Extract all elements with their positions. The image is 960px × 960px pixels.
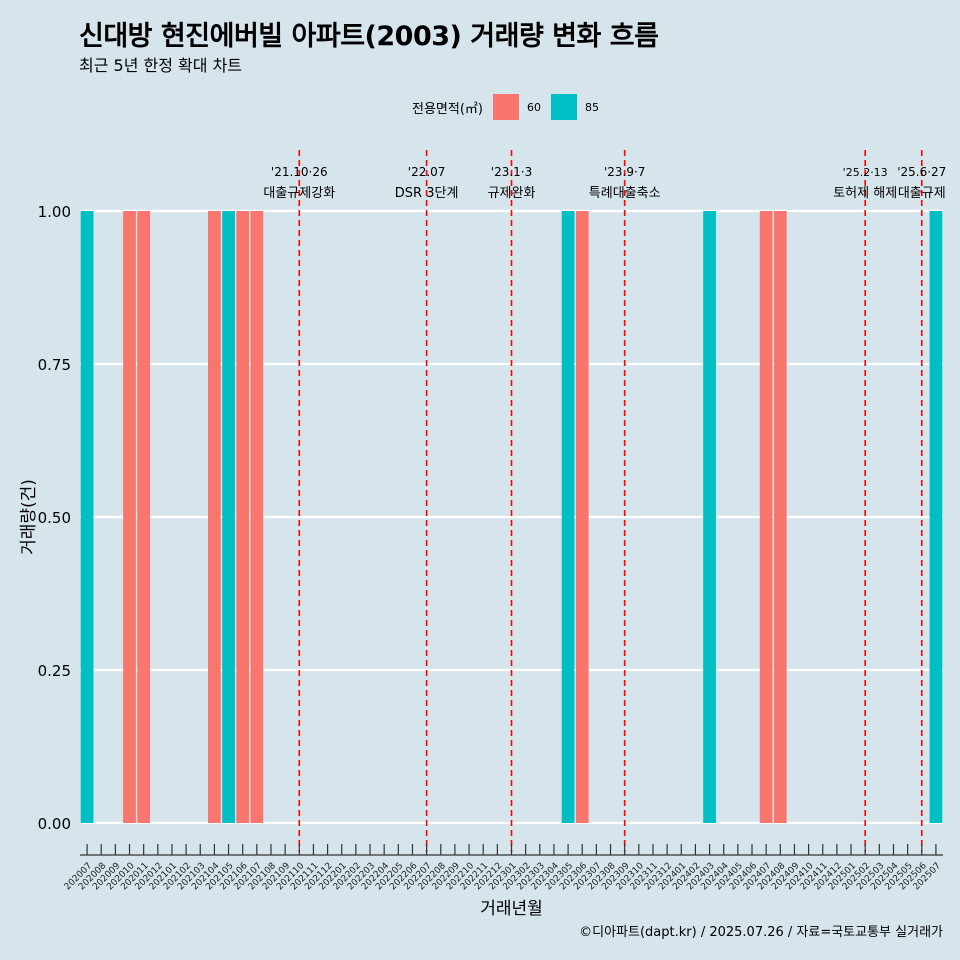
legend-label-85: 85	[584, 100, 599, 114]
event-date-label: '23.9·7	[604, 165, 645, 179]
legend-label-60: 60	[526, 100, 541, 114]
legend: 전용면적(㎡) 60 85	[412, 93, 609, 121]
bar-85-202007	[80, 211, 94, 823]
y-tick-label: 0.00	[38, 815, 71, 833]
bar-60-202011	[137, 211, 151, 823]
legend-title: 전용면적(㎡)	[412, 101, 483, 117]
y-tick-label: 0.25	[38, 662, 71, 680]
y-tick-label: 0.75	[38, 356, 71, 374]
chart-title: 신대방 현진에버빌 아파트(2003) 거래량 변화 흐름	[79, 21, 659, 52]
event-date-label: '21.10·26	[271, 165, 328, 179]
chart-subtitle: 최근 5년 한정 확대 차트	[79, 56, 243, 75]
legend-swatch-60	[492, 94, 519, 120]
bar-60-202408	[773, 211, 787, 823]
event-label: 대출규제	[898, 186, 946, 201]
event-label: DSR 3단계	[395, 186, 459, 201]
bar-85-202305	[561, 211, 575, 823]
event-date-label: '25.2·13	[843, 166, 888, 179]
bar-60-202407	[759, 211, 773, 823]
bar-60-202106	[236, 211, 250, 823]
bar-60-202010	[123, 211, 136, 823]
x-axis-title: 거래년월	[480, 899, 543, 919]
bar-60-202306	[575, 211, 589, 823]
bar-60-202104	[208, 211, 221, 823]
source-caption: ©디아파트(dapt.kr) / 2025.07.26 / 자료=국토교통부 실…	[579, 925, 943, 940]
bar-60-202107	[250, 211, 264, 823]
bar-85-202105	[222, 211, 235, 823]
event-label: 대출규제강화	[263, 186, 335, 201]
y-axis-title: 거래량(건)	[19, 479, 39, 555]
y-tick-label: 0.50	[38, 509, 71, 527]
event-label: 규제완화	[488, 186, 536, 201]
event-date-label: '23.1·3	[491, 165, 532, 179]
event-label: 토허제 해제	[833, 186, 897, 201]
legend-swatch-85	[550, 94, 577, 120]
bar-85-202507	[929, 211, 943, 823]
event-label: 특례대출축소	[589, 186, 661, 201]
event-date-label: '22.07	[408, 165, 446, 179]
y-tick-label: 1.00	[38, 203, 71, 221]
event-date-label: '25.6·27	[897, 165, 946, 179]
bar-85-202403	[703, 211, 716, 823]
